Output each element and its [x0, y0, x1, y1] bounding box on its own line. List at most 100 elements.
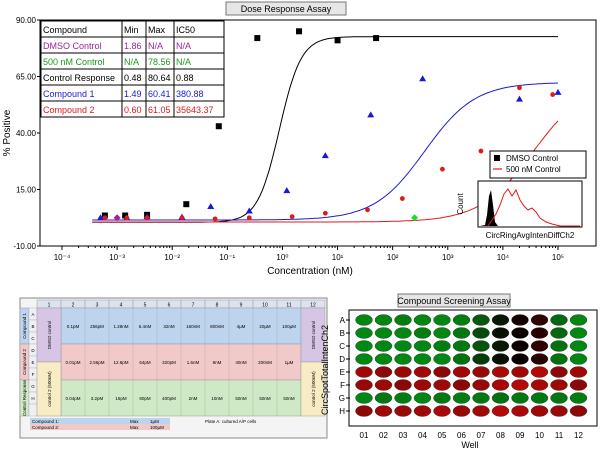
heatmap-well	[394, 379, 412, 391]
data-point	[102, 215, 108, 221]
footer-label: Compound 2:	[32, 425, 59, 430]
data-point	[365, 207, 370, 213]
x-tick-label: 10⁰	[276, 253, 288, 262]
heatmap-well	[452, 340, 471, 352]
data-point	[212, 216, 218, 222]
concentration-label: 200nM	[258, 360, 272, 365]
heatmap-well	[472, 353, 490, 365]
heatmap-well	[550, 314, 568, 326]
plate-row-label: B	[31, 324, 34, 329]
control-label: control 2 (500nM)	[47, 371, 52, 407]
heatmap-well	[374, 392, 393, 404]
concentration-label: 32nM	[163, 324, 175, 329]
data-point	[215, 123, 222, 130]
plate-column-label: 1	[48, 303, 51, 309]
data-point	[419, 75, 427, 82]
table-cell: 61.05	[148, 105, 171, 115]
control-label: DMSO control	[47, 321, 52, 349]
y-tick-label: 65.00	[16, 73, 37, 82]
x-tick-label: 10⁴	[497, 253, 510, 262]
heatmap-well	[394, 405, 412, 417]
data-point	[517, 85, 522, 91]
plate-row-label: F	[32, 372, 35, 377]
heatmap-well	[472, 405, 490, 417]
heatmap-well	[355, 327, 373, 339]
concentration-label: 10nM	[211, 396, 223, 401]
data-point	[245, 207, 253, 214]
table-cell: 1.49	[124, 89, 142, 99]
heatmap-well	[452, 353, 471, 365]
concentration-label: 160nM	[186, 324, 200, 329]
heatmap-well	[413, 392, 432, 404]
legend-swatch-dmso	[494, 155, 500, 161]
group-label: Compound 1	[22, 313, 27, 339]
heatmap-well	[511, 379, 529, 391]
concentration-label: 400pM	[162, 396, 176, 401]
control-column	[300, 361, 326, 417]
plate-row-header	[28, 403, 38, 417]
concentration-label: 0.01pM	[65, 360, 80, 365]
concentration-label: 12.8pM	[113, 360, 128, 365]
heatmap-column-label: 08	[496, 431, 505, 440]
x-tick-label: 10¹	[332, 253, 344, 262]
heatmap-well	[355, 353, 373, 365]
data-point	[554, 88, 562, 95]
heatmap-column-label: 02	[379, 431, 388, 440]
heatmap-row-label: G	[339, 394, 345, 403]
heatmap-well	[355, 366, 373, 378]
x-tick-label: 10²	[387, 253, 399, 262]
heatmap-well	[452, 327, 471, 339]
data-point	[179, 215, 185, 221]
data-point	[183, 201, 190, 208]
heatmap-well	[550, 353, 568, 365]
control-label: control 2 (500nM)	[311, 371, 316, 407]
footer-value: 1µM	[150, 419, 159, 424]
histogram-inset: DMSO Control 500 nM Control Count CircRi…	[456, 150, 587, 240]
data-point	[296, 28, 303, 35]
heatmap-well	[491, 340, 510, 352]
heatmap-well	[433, 314, 451, 326]
table-cell: 1.86	[124, 41, 142, 51]
heatmap-well	[394, 353, 412, 365]
x-tick-label: 10⁻⁴	[54, 253, 71, 262]
heatmap-well	[530, 314, 549, 326]
heatmap-well	[413, 314, 432, 326]
heatmap-well	[511, 340, 529, 352]
heatmap-well	[355, 392, 373, 404]
heatmap-well	[433, 366, 451, 378]
heatmap-well	[394, 340, 412, 352]
data-point	[124, 215, 130, 221]
table-header-cell: IC50	[176, 25, 195, 35]
heatmap-well	[569, 314, 588, 326]
data-point	[144, 215, 150, 221]
control-column	[36, 307, 62, 363]
concentration-label: 1.6nM	[187, 360, 200, 365]
table-cell: Control Response	[43, 73, 115, 83]
plate-row-label: H	[31, 396, 34, 401]
heatmap-well	[550, 405, 568, 417]
heatmap-well	[511, 353, 529, 365]
heatmap-well	[530, 353, 549, 365]
data-point	[478, 148, 484, 154]
table-cell: 35643.37	[176, 105, 214, 115]
heatmap-well	[511, 405, 529, 417]
heatmap-well	[452, 392, 471, 404]
heatmap-column-label: 04	[418, 431, 427, 440]
concentration-label: 4µM	[237, 324, 246, 329]
concentration-label: 800nM	[210, 324, 224, 329]
heatmap-well	[394, 392, 412, 404]
heatmap-well	[374, 379, 393, 391]
table-header-cell: Max	[148, 25, 166, 35]
heatmap-well	[452, 366, 471, 378]
concentration-label: 2.56pM	[89, 360, 104, 365]
group-label: Control Response	[22, 379, 27, 416]
concentration-label: 100µM	[282, 324, 296, 329]
heatmap-well	[550, 392, 568, 404]
heatmap-well	[413, 353, 432, 365]
heatmap-well	[530, 327, 549, 339]
heatmap-column-label: 10	[535, 431, 544, 440]
concentration-label: 50nM	[259, 396, 271, 401]
heatmap-well	[355, 340, 373, 352]
